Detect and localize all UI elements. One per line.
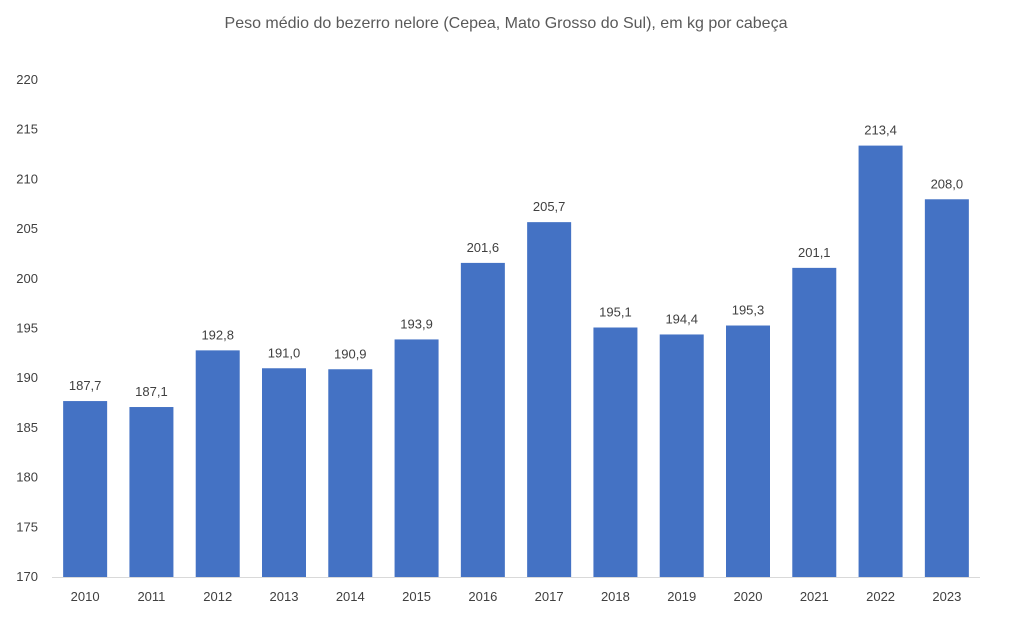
data-labels-group: 187,7 187,1 192,8 191,0 190,9 193,9 201,6 205,7… <box>69 123 963 399</box>
data-label-2014: 190,9 <box>334 346 367 361</box>
data-label-2015: 193,9 <box>400 316 433 331</box>
data-label-2010: 187,7 <box>69 378 102 393</box>
data-label-2020: 195,3 <box>732 303 765 318</box>
x-tick-label: 2017 <box>535 589 564 604</box>
bar-2013 <box>262 368 306 577</box>
x-tick-label: 2020 <box>734 589 763 604</box>
x-tick-label: 2013 <box>270 589 299 604</box>
data-label-2011: 187,1 <box>135 384 168 399</box>
y-tick-label: 170 <box>16 569 38 584</box>
data-label-2016: 201,6 <box>467 240 500 255</box>
bar-2011 <box>129 407 174 577</box>
bar-2019 <box>659 334 704 577</box>
data-label-2018: 195,1 <box>599 305 632 320</box>
data-label-2021: 201,1 <box>798 245 831 260</box>
data-label-2019: 194,4 <box>665 311 698 326</box>
chart-title: Peso médio do bezerro nelore (Cepea, Mat… <box>225 15 788 32</box>
y-tick-label: 175 <box>16 519 38 534</box>
bar-2021 <box>792 267 837 577</box>
data-label-2023: 208,0 <box>931 176 964 191</box>
x-tick-label: 2018 <box>601 589 630 604</box>
x-tick-label: 2011 <box>137 589 165 604</box>
y-tick-label: 210 <box>16 171 38 186</box>
bar-2018 <box>593 327 638 577</box>
x-tick-label: 2016 <box>468 589 497 604</box>
data-label-2017: 205,7 <box>533 199 566 214</box>
x-tick-label: 2012 <box>203 589 232 604</box>
bar-2020 <box>726 325 770 577</box>
x-tick-label: 2022 <box>866 589 895 604</box>
bar-2010 <box>63 401 108 577</box>
y-tick-label: 180 <box>16 470 38 485</box>
y-tick-label: 195 <box>16 321 38 336</box>
data-label-2013: 191,0 <box>268 345 301 360</box>
x-tick-label: 2019 <box>667 589 696 604</box>
x-tick-label: 2010 <box>71 589 100 604</box>
x-tick-label: 2021 <box>800 589 829 604</box>
bar-2022 <box>858 145 903 577</box>
bar-2012 <box>195 350 240 577</box>
x-tick-label: 2015 <box>402 589 431 604</box>
bar-2023 <box>924 199 969 577</box>
y-tick-label: 205 <box>16 221 38 236</box>
y-tick-label: 220 <box>16 72 38 87</box>
bar-2015 <box>394 339 439 577</box>
y-tick-label: 200 <box>16 271 38 286</box>
data-label-2012: 192,8 <box>201 327 234 342</box>
y-tick-label: 190 <box>16 370 38 385</box>
y-tick-label: 215 <box>16 122 38 137</box>
x-tick-label: 2023 <box>932 589 961 604</box>
bar-2017 <box>527 222 572 577</box>
data-label-2022: 213,4 <box>864 123 897 138</box>
x-axis-ticks: 2010 2011 2012 2013 2014 2015 2016 2017 2018 2019… <box>71 589 962 604</box>
bar-2016 <box>460 262 505 577</box>
y-axis-ticks: 170 175 180 185 190 195 200 205 210 215 220 <box>16 72 38 584</box>
bar-2014 <box>328 369 373 577</box>
x-tick-label: 2014 <box>336 589 365 604</box>
y-tick-label: 185 <box>16 420 38 435</box>
bars-group <box>63 145 969 577</box>
